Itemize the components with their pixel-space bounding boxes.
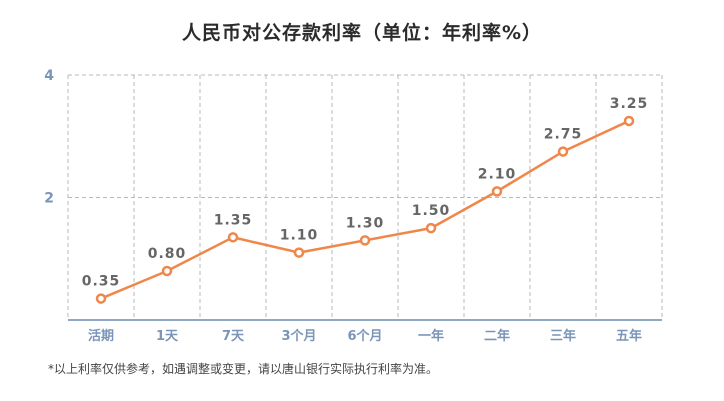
- x-tick-label: 二年: [484, 328, 510, 344]
- data-label: 1.10: [280, 228, 319, 244]
- data-point: [425, 222, 437, 234]
- x-tick-label: 三年: [550, 328, 576, 344]
- data-label: 3.25: [610, 96, 649, 112]
- x-tick-label: 一年: [418, 328, 444, 344]
- data-label: 2.75: [544, 127, 583, 143]
- x-tick-label: 6个月: [347, 328, 382, 344]
- y-tick-label: 2: [44, 191, 54, 207]
- grid-lines: [67, 74, 663, 320]
- chart-title: 人民币对公存款利率（单位：年利率%）: [181, 22, 543, 44]
- data-label: 1.35: [214, 212, 253, 228]
- data-point: [491, 186, 503, 197]
- x-tick-label: 活期: [88, 328, 114, 344]
- x-tick-label: 五年: [616, 328, 642, 344]
- data-label: 2.10: [478, 166, 517, 182]
- series-line: [100, 119, 630, 300]
- data-point: [359, 235, 371, 246]
- y-tick-label: 4: [44, 68, 54, 84]
- data-point: [623, 115, 635, 127]
- data-point: [95, 293, 107, 304]
- data-point: [293, 247, 305, 258]
- data-label: 1.30: [346, 215, 385, 231]
- x-tick-label: 3个月: [281, 328, 316, 344]
- series: [95, 115, 635, 304]
- data-label: 1.50: [412, 203, 451, 219]
- labels: 2 4 活期 1天 7天 3个月 6个月 一年 二年 三年 五年 0.35 0.80 1.35 1.10 1.…: [44, 68, 649, 344]
- footnote: *以上利率仅供参考，如遇调整或变更，请以唐山银行实际执行利率为准。: [48, 362, 439, 376]
- data-point: [161, 265, 173, 277]
- data-point: [557, 146, 569, 157]
- x-tick-label: 7天: [222, 329, 245, 344]
- data-label: 0.80: [148, 246, 187, 262]
- data-point: [227, 232, 239, 243]
- data-label: 0.35: [82, 274, 121, 290]
- x-tick-label: 1天: [156, 329, 179, 344]
